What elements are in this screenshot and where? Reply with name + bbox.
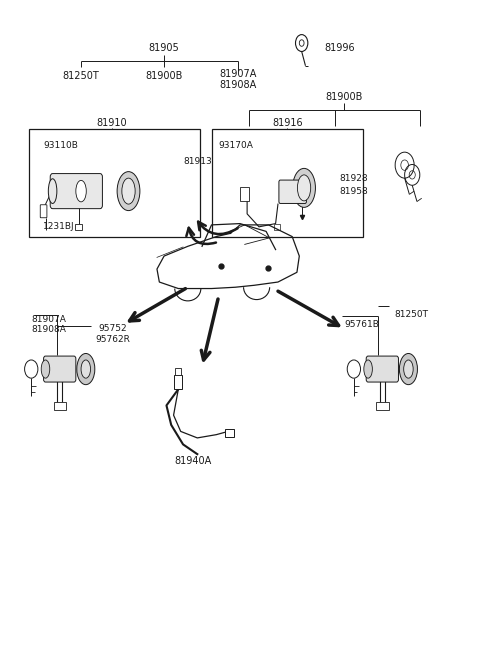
Text: 81905: 81905 — [149, 43, 180, 53]
Text: 81940A: 81940A — [174, 456, 211, 466]
Text: 81996: 81996 — [324, 43, 355, 53]
Bar — [54, 402, 66, 410]
Text: 81907A
81908A: 81907A 81908A — [31, 314, 66, 334]
Ellipse shape — [404, 360, 413, 378]
Bar — [174, 375, 182, 389]
Text: 81928: 81928 — [340, 174, 368, 183]
Text: 1231BJ: 1231BJ — [43, 222, 75, 231]
Text: 81913: 81913 — [183, 157, 212, 166]
Text: 81958: 81958 — [340, 187, 368, 196]
Ellipse shape — [117, 172, 140, 211]
Bar — [274, 223, 280, 230]
Text: 93170A: 93170A — [219, 141, 253, 150]
Ellipse shape — [298, 175, 311, 201]
FancyBboxPatch shape — [50, 174, 102, 209]
Ellipse shape — [293, 168, 315, 208]
Text: 95752
95762R: 95752 95762R — [96, 324, 130, 344]
Ellipse shape — [41, 360, 50, 378]
Ellipse shape — [76, 180, 86, 202]
Text: 81907A
81908A: 81907A 81908A — [219, 69, 256, 90]
Ellipse shape — [77, 354, 95, 384]
FancyBboxPatch shape — [366, 356, 398, 382]
Ellipse shape — [364, 360, 372, 378]
Bar — [225, 429, 234, 437]
Ellipse shape — [81, 360, 91, 378]
Bar — [212, 130, 363, 236]
Text: 81250T: 81250T — [394, 310, 428, 319]
Ellipse shape — [399, 354, 418, 384]
Text: 81916: 81916 — [272, 118, 303, 128]
FancyBboxPatch shape — [40, 205, 47, 217]
Bar — [376, 402, 388, 410]
Bar — [29, 130, 200, 236]
Text: 93110B: 93110B — [43, 141, 78, 150]
Bar — [175, 368, 181, 375]
Ellipse shape — [48, 179, 57, 204]
Text: 81900B: 81900B — [326, 92, 363, 102]
Text: 81250T: 81250T — [63, 71, 99, 81]
Text: 95761B: 95761B — [344, 320, 379, 329]
Bar — [240, 187, 249, 201]
Bar — [75, 223, 83, 230]
FancyBboxPatch shape — [279, 180, 306, 204]
FancyBboxPatch shape — [44, 356, 76, 382]
Ellipse shape — [122, 178, 135, 204]
Text: 81910: 81910 — [96, 118, 127, 128]
Text: 81900B: 81900B — [145, 71, 183, 81]
